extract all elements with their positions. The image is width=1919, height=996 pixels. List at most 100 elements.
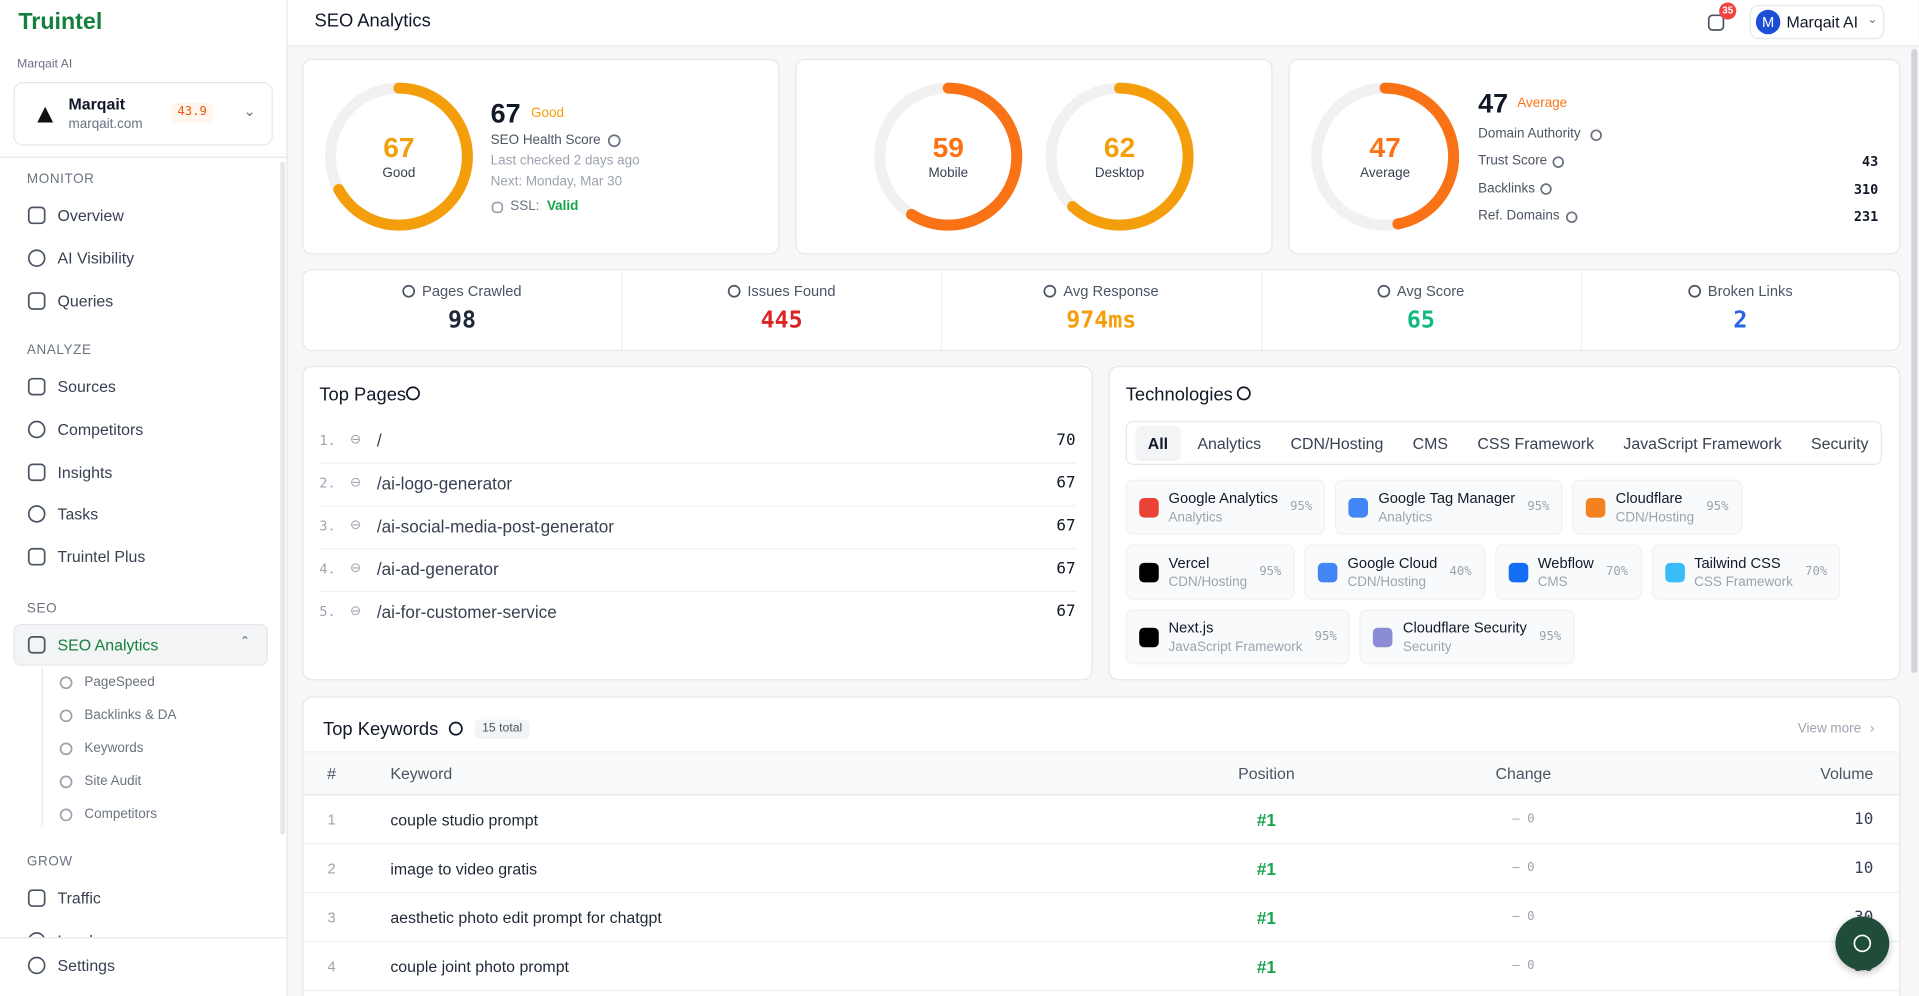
nav-item[interactable]: Sources [57, 377, 116, 396]
tech-chip: Next.js JavaScript Framework 95% [1125, 609, 1351, 665]
support-button[interactable] [1835, 916, 1890, 971]
nav-item[interactable]: Overview [57, 206, 124, 225]
nav-item[interactable]: Truintel Plus [57, 547, 146, 567]
link-icon: ⊖ [349, 603, 362, 619]
gauge-label: Good [382, 165, 416, 181]
settings-icon-shape [27, 956, 46, 975]
section-title: ANALYZE [26, 343, 92, 358]
page-path[interactable]: /ai-social-media-post-generator [376, 516, 614, 536]
info-icon [1565, 210, 1578, 223]
keywords-card [302, 696, 1901, 996]
bell-icon-shape [1707, 13, 1725, 31]
subnav-item[interactable]: PageSpeed [84, 674, 155, 690]
tab[interactable]: CMS [1412, 433, 1449, 453]
tech-chip: Tailwind CSS CSS Framework 70% [1651, 544, 1841, 600]
nav-active[interactable] [13, 624, 268, 666]
nav-item[interactable]: Competitors [57, 420, 144, 439]
tech-text: Google Cloud CDN/Hosting [1347, 554, 1437, 589]
page-path[interactable]: / [376, 430, 382, 451]
nav-item[interactable]: AI Visibility [57, 248, 135, 268]
tech-chip: Google Analytics Analytics 95% [1125, 479, 1326, 535]
nav-icon [27, 377, 46, 396]
info-icon [1552, 155, 1565, 168]
nav-item[interactable]: Settings [57, 956, 115, 975]
subnav-item[interactable]: Keywords [84, 740, 144, 756]
page-path[interactable]: /ai-ad-generator [376, 559, 499, 579]
tech-text: Webflow CMS [1538, 554, 1594, 589]
subnav-item[interactable]: Site Audit [84, 773, 142, 789]
gauge [1311, 82, 1460, 231]
subnav-icon-shape [59, 676, 73, 690]
tech-icon [1139, 627, 1159, 647]
workspace-domain: marqait.com [68, 116, 143, 132]
stat-icon [402, 284, 416, 298]
page-scrollbar [1911, 48, 1918, 673]
tab[interactable]: JavaScript Framework [1623, 433, 1782, 453]
tab[interactable]: All [1135, 425, 1181, 461]
info-icon-shape [1552, 155, 1565, 168]
subnav-icon [59, 742, 73, 756]
subnav-icon-shape [59, 808, 73, 822]
metric-label: Backlinks [1478, 181, 1535, 196]
tech-name: Next.js [1168, 619, 1214, 637]
stat-icon-shape [402, 284, 416, 298]
row-divider [303, 892, 1900, 894]
tech-text: Google Analytics Analytics [1169, 489, 1278, 524]
metric-label: Ref. Domains [1478, 208, 1560, 224]
volume: 10 [1854, 859, 1874, 878]
tab[interactable]: CSS Framework [1477, 433, 1595, 453]
tech-text: Google Tag Manager Analytics [1378, 489, 1515, 524]
tech-confidence: 95% [1706, 500, 1729, 514]
gauge [324, 82, 473, 231]
info-icon [448, 721, 463, 736]
chevron: ⌄ [1867, 13, 1878, 27]
tech-confidence: 40% [1449, 565, 1472, 579]
nav-icon [27, 206, 46, 225]
tech-category: JavaScript Framework [1168, 639, 1303, 655]
page-score: 67 [1056, 474, 1076, 493]
workspace-card[interactable] [13, 81, 273, 146]
nav-item[interactable]: Insights [57, 462, 113, 481]
tech-confidence: 95% [1290, 500, 1313, 514]
info-icon-shape [405, 385, 420, 400]
row-divider [303, 940, 1900, 943]
subnav-icon [59, 709, 73, 723]
position: #1 [1256, 907, 1276, 928]
tech-name: Google Analytics [1168, 489, 1278, 507]
nav-item[interactable]: Traffic [57, 888, 101, 908]
change: — 0 [1512, 910, 1535, 924]
tab[interactable]: Security [1811, 433, 1869, 453]
card-title: Technologies [1125, 384, 1233, 406]
subnav-icon [59, 775, 73, 789]
nav-icon [27, 505, 46, 524]
page-path[interactable]: /ai-for-customer-service [376, 602, 557, 622]
nav-item[interactable]: Queries [57, 291, 114, 310]
stat-icon-shape [1688, 284, 1701, 298]
row-divider [303, 843, 1900, 845]
brand-logo: Truintel [18, 9, 103, 35]
volume: 10 [1854, 810, 1874, 829]
metric-value: 43 [1862, 153, 1879, 170]
column-header: Keyword [390, 764, 453, 783]
tech-icon [1586, 497, 1606, 517]
nav-item[interactable]: SEO Analytics [57, 635, 159, 655]
page-score: 67 [1056, 602, 1076, 621]
health-label: SEO Health Score [490, 132, 601, 148]
nav-icon [27, 420, 46, 439]
page-rank: 2. [319, 475, 336, 492]
ssl-label: SSL: [510, 198, 540, 214]
workspace-score: 43.9 [171, 102, 214, 123]
nav-item[interactable]: Tasks [57, 505, 99, 524]
table-header [303, 751, 1900, 796]
link-icon: ⊖ [349, 475, 362, 491]
subnav-item[interactable]: Competitors [84, 806, 157, 822]
gauge-arc [324, 82, 473, 231]
page-path[interactable]: /ai-logo-generator [376, 473, 513, 494]
view-more[interactable]: View more [1797, 721, 1862, 736]
tech-confidence: 95% [1527, 500, 1550, 514]
tab[interactable]: CDN/Hosting [1290, 433, 1384, 453]
subnav-item[interactable]: Backlinks & DA [84, 707, 177, 723]
tab[interactable]: Analytics [1197, 433, 1262, 453]
user-avatar: M [1755, 9, 1781, 35]
tech-text: Next.js JavaScript Framework [1169, 619, 1303, 654]
